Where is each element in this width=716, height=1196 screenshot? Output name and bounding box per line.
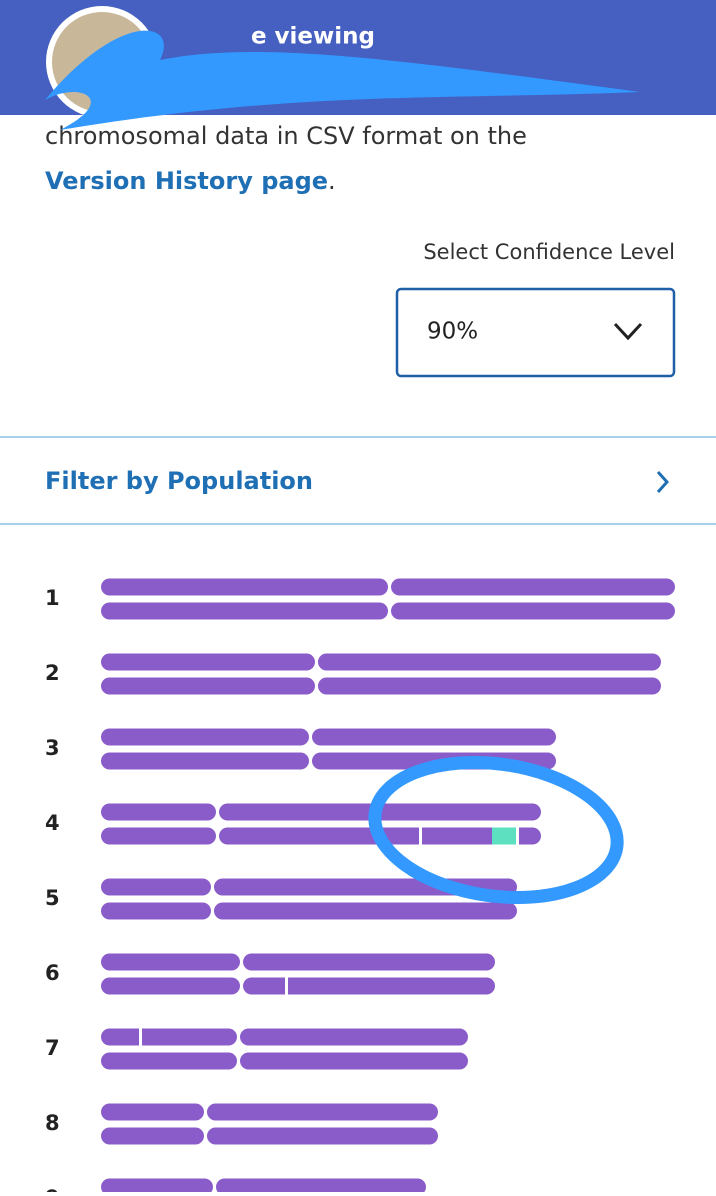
chromosome-arm (207, 1103, 438, 1121)
chromosome-arm (312, 728, 556, 746)
chromosome-arm (101, 1028, 237, 1046)
segment-gap (419, 827, 422, 845)
segment-highlight (492, 827, 516, 845)
chromosome-arm (318, 677, 661, 695)
chromosome-arm (101, 653, 315, 671)
intro-suffix: . (328, 167, 336, 195)
confidence-value: 90% (427, 319, 478, 345)
chromosome-arm (391, 578, 675, 596)
chromosome-arm (101, 578, 388, 596)
chromosome-arm (101, 902, 211, 920)
chromosome-arm (101, 677, 315, 695)
chromosome-label: 5 (45, 886, 60, 910)
chromosome-arm (214, 902, 517, 920)
chromosome-label: 7 (45, 1036, 60, 1060)
chromosome-arm (101, 803, 216, 821)
confidence-dropdown[interactable] (395, 287, 676, 378)
annotation-circle (368, 755, 624, 905)
redaction-scribble (45, 30, 640, 130)
chromosome-arm (101, 878, 211, 896)
chromosome-label: 6 (45, 961, 60, 985)
segment-gap (139, 1028, 142, 1046)
filter-label[interactable]: Filter by Population (45, 467, 313, 495)
chromosome-arm (207, 1127, 438, 1145)
chromosome-arm (240, 1028, 468, 1046)
chromosome-label: 3 (45, 736, 60, 760)
chromosome-label: 8 (45, 1111, 60, 1135)
dropdown-chevron (613, 322, 643, 341)
chromosome-label: 1 (45, 586, 60, 610)
chromosome-arm (101, 728, 309, 746)
chromosome-arm (318, 653, 661, 671)
chromosome-arm (101, 953, 240, 971)
chromosome-arm (243, 953, 495, 971)
chromosome-arm (101, 1103, 204, 1121)
intro-line: Version History page. (45, 167, 336, 195)
chromosome-arm (101, 602, 388, 620)
chromosome-arm (101, 977, 240, 995)
intro-text: chromosomal data in CSV format on the (45, 122, 527, 150)
header-text: e viewing (251, 24, 375, 50)
chromosome-arm (101, 1052, 237, 1070)
segment-gap (516, 827, 519, 845)
chromosome-label: 2 (45, 661, 60, 685)
chromosome-list: 1 2 3 4 5 6 7 8 9 (45, 578, 675, 1196)
chromosome-arm (101, 752, 309, 770)
segment-gap (285, 977, 288, 995)
chromosome-arm (101, 827, 216, 845)
chromosome-label: 9 (45, 1186, 60, 1192)
chromosome-arm (101, 1178, 213, 1196)
chromosome-arm (391, 602, 675, 620)
chromosome-arm (240, 1052, 468, 1070)
filter-chevron[interactable] (656, 470, 670, 494)
chromosome-label: 4 (45, 811, 60, 835)
chromosome-arm (101, 1127, 204, 1145)
version-history-link[interactable]: Version History page (45, 167, 328, 195)
chromosome-arm (216, 1178, 426, 1196)
chromosome-arm (243, 977, 495, 995)
confidence-label: Select Confidence Level (423, 240, 675, 264)
